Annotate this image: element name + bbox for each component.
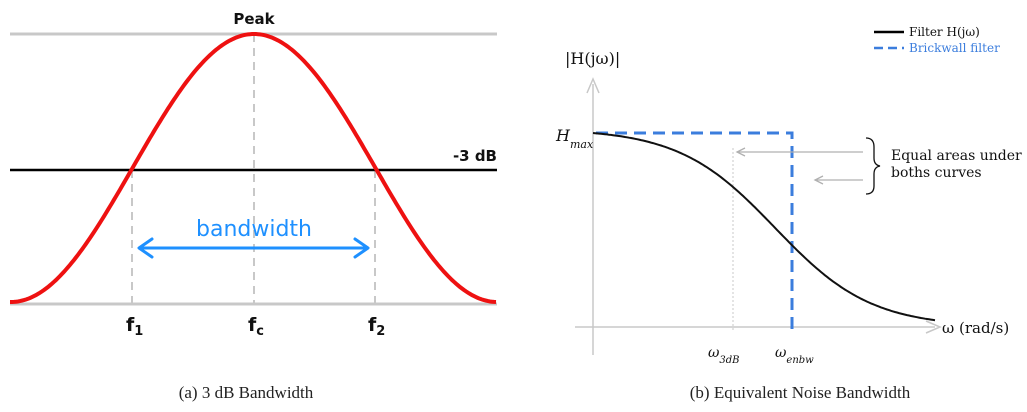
brickwall-filter-line — [596, 131, 794, 330]
x-axis-label: ω (rad/s) — [942, 319, 1009, 337]
y-axis-arrowhead — [586, 77, 600, 94]
caption-a: (a) 3 dB Bandwidth — [179, 383, 314, 402]
panel-3db-bandwidth: bandwidth Peak -3 dB f1 fc f2 (a) 3 dB B… — [10, 10, 497, 402]
filter-response-curve — [592, 132, 936, 322]
wenbw-label: ωenbw — [775, 345, 814, 366]
annotation-line-2: boths curves — [891, 165, 982, 181]
hmax-label: Hmax — [555, 126, 594, 151]
fc-label: fc — [248, 314, 264, 339]
legend-brickwall-label: Brickwall filter — [909, 41, 1000, 55]
peak-label: Peak — [233, 10, 275, 28]
minus-3db-label: -3 dB — [453, 147, 497, 165]
w3db-label: ω3dB — [708, 345, 740, 366]
response-curve — [10, 32, 497, 304]
x-axis-arrowhead — [925, 320, 942, 334]
f2-label: f2 — [368, 314, 385, 339]
equal-areas-annotation: Equal areas under boths curves — [735, 137, 1022, 195]
y-axis-label: |H(jω)| — [565, 49, 620, 68]
f1-label: f1 — [126, 314, 143, 339]
legend: Filter H(jω) Brickwall filter — [874, 25, 1000, 55]
legend-filter-label: Filter H(jω) — [909, 25, 980, 39]
bandwidth-arrow — [137, 237, 370, 259]
bandwidth-label: bandwidth — [196, 217, 312, 242]
curly-brace — [865, 137, 881, 195]
annotation-line-1: Equal areas under — [891, 148, 1022, 164]
caption-b: (b) Equivalent Noise Bandwidth — [690, 383, 911, 402]
panel-equivalent-noise-bandwidth: |H(jω)| ω (rad/s) Hmax ω3dB ωenbw Filter… — [555, 25, 1022, 402]
